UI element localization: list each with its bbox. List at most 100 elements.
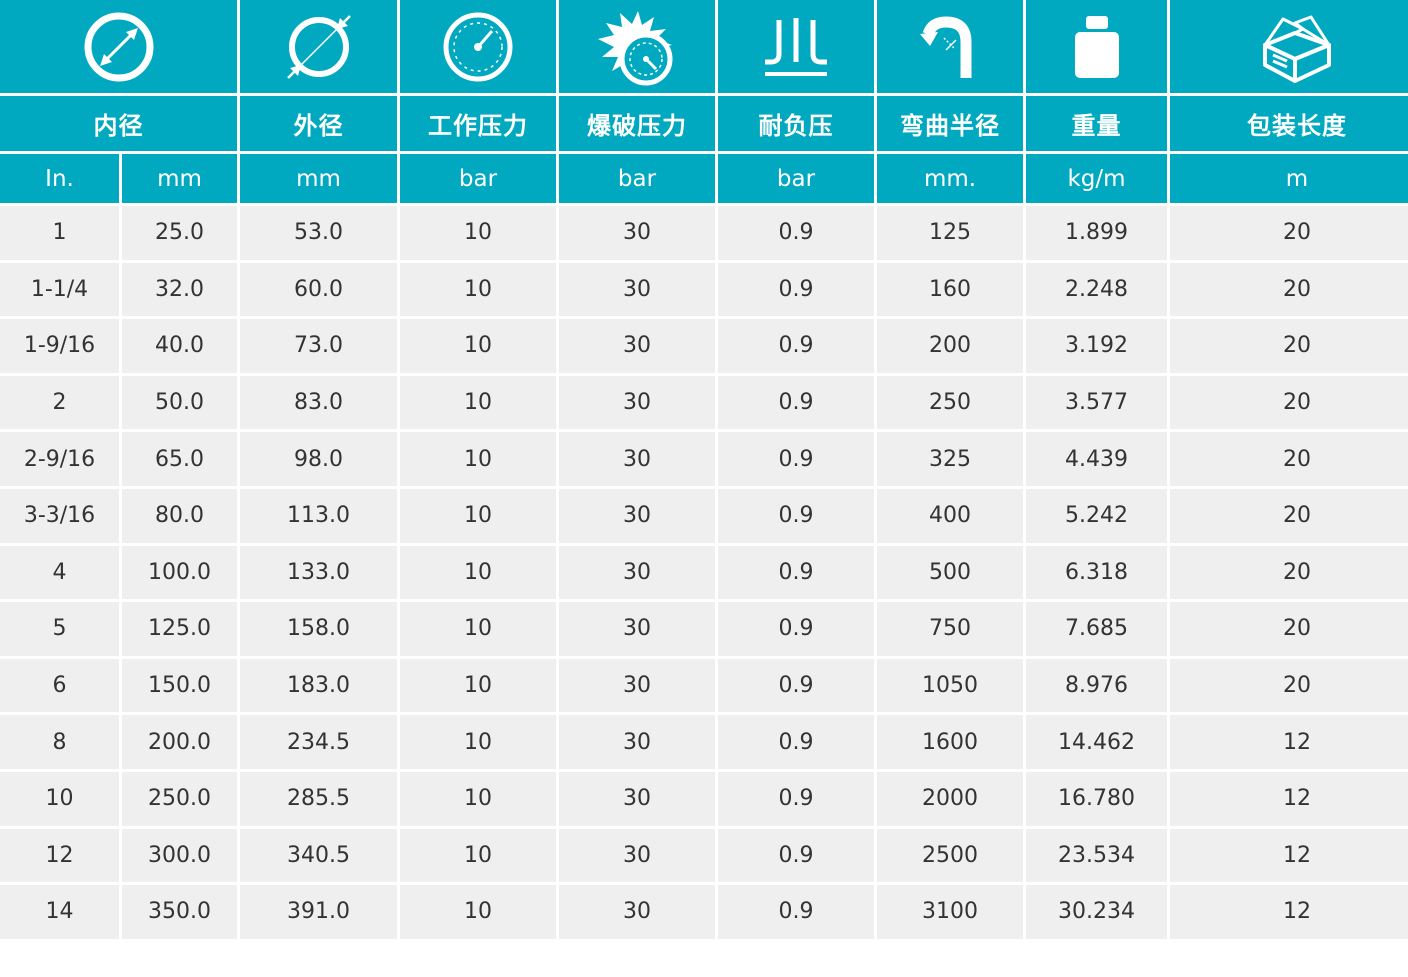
table-cell: 0.9 xyxy=(718,771,874,826)
table-cell: 30 xyxy=(559,206,715,260)
table-cell: 10 xyxy=(400,206,556,260)
table-cell: 250 xyxy=(877,375,1023,430)
table-cell: 234.5 xyxy=(240,715,397,769)
column-header: 弯曲半径 xyxy=(877,96,1023,151)
table-cell: 3100 xyxy=(877,885,1023,939)
table-cell: 10 xyxy=(0,771,119,826)
table-cell: 1.899 xyxy=(1026,206,1167,260)
icon-cell xyxy=(559,0,715,93)
icon-cell xyxy=(400,0,556,93)
table-cell: 50.0 xyxy=(122,375,237,430)
table-cell: 30 xyxy=(559,715,715,769)
table-cell: 10 xyxy=(400,771,556,826)
table-cell: 30.234 xyxy=(1026,885,1167,939)
unit-header: bar xyxy=(400,154,556,203)
unit-header: kg/m xyxy=(1026,154,1167,203)
table-cell: 30 xyxy=(559,771,715,826)
table-cell: 0.9 xyxy=(718,828,874,883)
icon-cell xyxy=(1026,0,1167,93)
table-cell: 1-9/16 xyxy=(0,319,119,373)
table-cell: 125.0 xyxy=(122,602,237,656)
unit-header: mm xyxy=(122,154,237,203)
unit-header: bar xyxy=(718,154,874,203)
table-cell: 10 xyxy=(400,885,556,939)
table-cell: 5 xyxy=(0,602,119,656)
unit-header: In. xyxy=(0,154,119,203)
table-cell: 53.0 xyxy=(240,206,397,260)
table-cell: 7.685 xyxy=(1026,602,1167,656)
table-cell: 80.0 xyxy=(122,488,237,543)
icon-cell xyxy=(718,0,874,93)
table-cell: 83.0 xyxy=(240,375,397,430)
table-cell: 1600 xyxy=(877,715,1023,769)
table-cell: 285.5 xyxy=(240,771,397,826)
table-cell: 183.0 xyxy=(240,658,397,713)
column-header: 外径 xyxy=(240,96,397,151)
table-cell: 30 xyxy=(559,432,715,486)
table-cell: 20 xyxy=(1170,488,1408,543)
table-cell: 30 xyxy=(559,375,715,430)
package-box-icon xyxy=(1259,9,1335,85)
table-cell: 4 xyxy=(0,545,119,600)
table-cell: 60.0 xyxy=(240,262,397,317)
vacuum-icon xyxy=(759,14,833,80)
table-cell: 20 xyxy=(1170,319,1408,373)
table-cell: 158.0 xyxy=(240,602,397,656)
table-cell: 12 xyxy=(1170,715,1408,769)
table-cell: 0.9 xyxy=(718,545,874,600)
icon-cell xyxy=(0,0,237,93)
table-cell: 30 xyxy=(559,885,715,939)
table-cell: 14 xyxy=(0,885,119,939)
column-header: 包装长度 xyxy=(1170,96,1408,151)
table-cell: 16.780 xyxy=(1026,771,1167,826)
inner-diameter-icon xyxy=(81,9,157,85)
table-cell: 4.439 xyxy=(1026,432,1167,486)
table-cell: 10 xyxy=(400,488,556,543)
table-cell: 1 xyxy=(0,206,119,260)
burst-gauge-icon xyxy=(592,7,682,87)
table-cell: 150.0 xyxy=(122,658,237,713)
table-cell: 10 xyxy=(400,602,556,656)
bend-radius-icon xyxy=(918,12,982,82)
column-header: 内径 xyxy=(0,96,237,151)
unit-header: mm. xyxy=(877,154,1023,203)
table-cell: 391.0 xyxy=(240,885,397,939)
table-cell: 30 xyxy=(559,488,715,543)
table-cell: 10 xyxy=(400,545,556,600)
table-cell: 160 xyxy=(877,262,1023,317)
icon-cell xyxy=(1170,0,1408,93)
table-cell: 6.318 xyxy=(1026,545,1167,600)
table-cell: 0.9 xyxy=(718,885,874,939)
table-cell: 20 xyxy=(1170,262,1408,317)
unit-header: m xyxy=(1170,154,1408,203)
table-cell: 200 xyxy=(877,319,1023,373)
table-cell: 1-1/4 xyxy=(0,262,119,317)
table-cell: 3.577 xyxy=(1026,375,1167,430)
table-cell: 30 xyxy=(559,602,715,656)
table-cell: 113.0 xyxy=(240,488,397,543)
table-cell: 73.0 xyxy=(240,319,397,373)
weight-icon xyxy=(1069,12,1125,82)
spec-table: 内径 外径 工作压力 爆破压力 耐负压 弯曲半径 重量 包装长度 In. mm mm bar bar ba… xyxy=(0,0,1408,939)
table-cell: 30 xyxy=(559,658,715,713)
icon-cell xyxy=(240,0,397,93)
table-cell: 0.9 xyxy=(718,602,874,656)
table-cell: 25.0 xyxy=(122,206,237,260)
table-cell: 20 xyxy=(1170,432,1408,486)
table-cell: 2 xyxy=(0,375,119,430)
table-cell: 0.9 xyxy=(718,658,874,713)
table-cell: 10 xyxy=(400,262,556,317)
table-cell: 750 xyxy=(877,602,1023,656)
table-cell: 325 xyxy=(877,432,1023,486)
table-cell: 20 xyxy=(1170,375,1408,430)
table-cell: 23.534 xyxy=(1026,828,1167,883)
table-cell: 14.462 xyxy=(1026,715,1167,769)
table-cell: 30 xyxy=(559,262,715,317)
table-cell: 10 xyxy=(400,715,556,769)
pressure-gauge-icon xyxy=(440,9,516,85)
table-cell: 0.9 xyxy=(718,319,874,373)
table-cell: 300.0 xyxy=(122,828,237,883)
table-cell: 0.9 xyxy=(718,262,874,317)
table-cell: 3-3/16 xyxy=(0,488,119,543)
table-cell: 500 xyxy=(877,545,1023,600)
